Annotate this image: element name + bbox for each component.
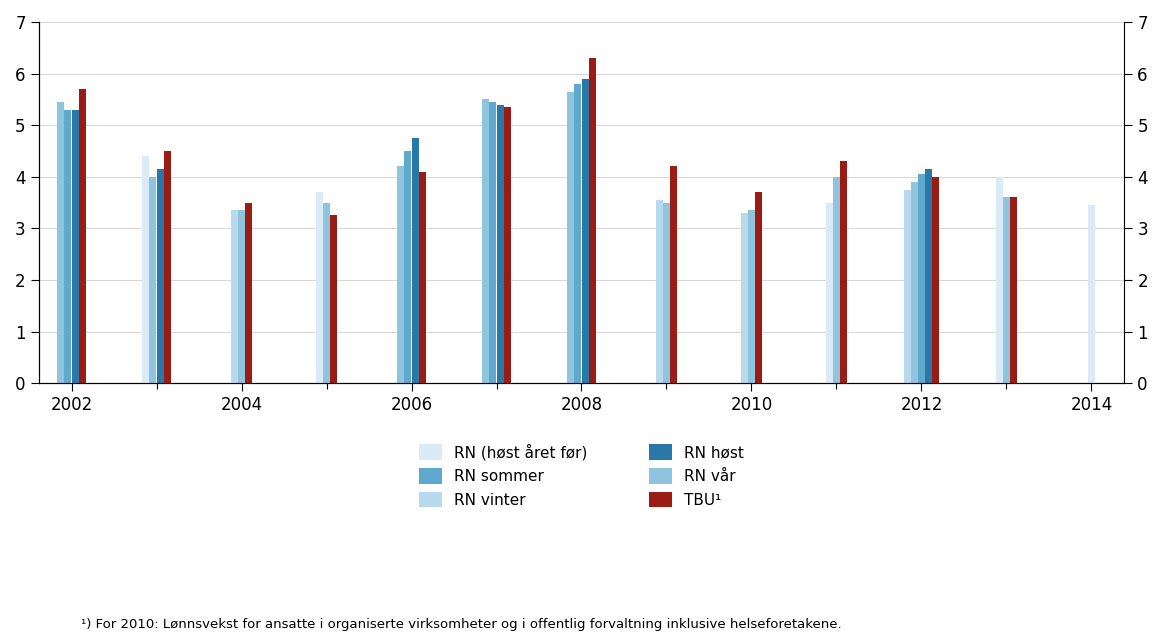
Bar bbox=[72, 110, 79, 383]
Bar bbox=[911, 182, 918, 383]
Text: ¹) For 2010: Lønnsvekst for ansatte i organiserte virksomheter og i offentlig fo: ¹) For 2010: Lønnsvekst for ansatte i or… bbox=[81, 618, 842, 631]
Bar bbox=[412, 138, 419, 383]
Legend: RN (høst året før), RN sommer, RN vinter, RN høst, RN vår, TBU¹: RN (høst året før), RN sommer, RN vinter… bbox=[413, 437, 750, 514]
Bar bbox=[748, 210, 755, 383]
Bar bbox=[79, 89, 86, 383]
Bar bbox=[164, 151, 171, 383]
Bar bbox=[323, 203, 330, 383]
Bar bbox=[588, 58, 595, 383]
Bar bbox=[316, 192, 323, 383]
Bar bbox=[330, 216, 337, 383]
Bar bbox=[904, 190, 911, 383]
Bar bbox=[826, 203, 833, 383]
Bar bbox=[245, 203, 252, 383]
Bar bbox=[1003, 197, 1009, 383]
Bar bbox=[575, 84, 582, 383]
Bar bbox=[656, 200, 663, 383]
Bar bbox=[64, 110, 71, 383]
Bar bbox=[405, 151, 412, 383]
Bar bbox=[582, 79, 588, 383]
Bar bbox=[1011, 197, 1018, 383]
Bar bbox=[833, 177, 840, 383]
Bar bbox=[142, 156, 149, 383]
Bar bbox=[670, 167, 677, 383]
Bar bbox=[663, 203, 670, 383]
Bar bbox=[1087, 205, 1096, 383]
Bar bbox=[504, 107, 511, 383]
Bar bbox=[840, 161, 847, 383]
Bar bbox=[925, 169, 933, 383]
Bar bbox=[933, 177, 940, 383]
Bar bbox=[398, 167, 405, 383]
Bar bbox=[918, 174, 925, 383]
Bar bbox=[996, 177, 1003, 383]
Bar bbox=[497, 105, 504, 383]
Bar bbox=[57, 102, 64, 383]
Bar bbox=[568, 92, 575, 383]
Bar bbox=[741, 213, 748, 383]
Bar bbox=[490, 102, 497, 383]
Bar bbox=[419, 172, 426, 383]
Bar bbox=[238, 210, 245, 383]
Bar bbox=[483, 100, 490, 383]
Bar bbox=[230, 210, 238, 383]
Bar bbox=[157, 169, 164, 383]
Bar bbox=[149, 177, 157, 383]
Bar bbox=[755, 192, 762, 383]
